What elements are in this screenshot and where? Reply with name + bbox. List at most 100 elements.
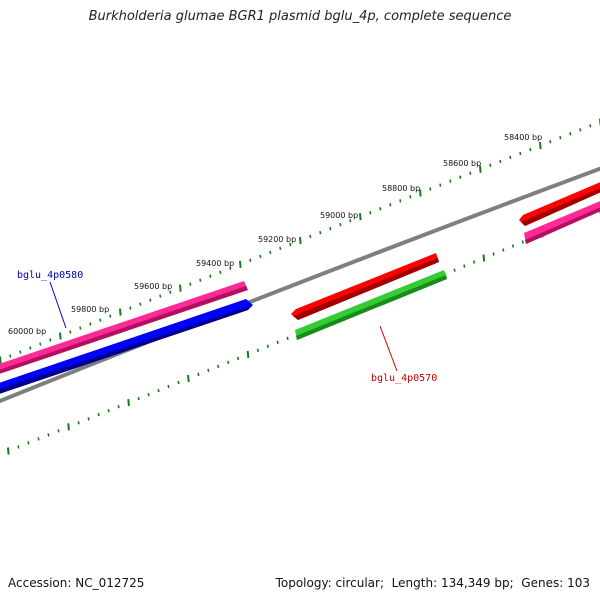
outer-tick-54 [539,142,542,150]
outer-tick-41 [409,195,412,199]
outer-tick-52 [519,151,522,156]
inner-tick-51 [511,244,515,248]
outer-tick-12 [119,308,122,316]
outer-tick-34 [339,222,342,227]
outer-tick-22 [219,270,222,274]
inner-tick-52 [521,240,524,244]
gene-bglu-4p0570-shade [293,258,439,320]
topology-value: circular [335,576,380,590]
scale-label-58800: 58800 bp [382,184,420,193]
feature-bar-magenta-left-shade [0,286,248,374]
outer-tick-13 [129,306,132,310]
inner-tick-19 [197,372,200,377]
outer-tick-47 [469,171,472,175]
outer-tick-1 [9,354,12,358]
outer-tick-32 [319,230,322,235]
outer-tick-10 [99,318,102,322]
inner-tick-48 [482,254,486,262]
scale-label-58400: 58400 bp [504,133,542,142]
accession-label: Accession: [8,576,72,590]
inner-tick-7 [77,421,80,425]
scale-label-58600: 58600 bp [443,159,481,168]
outer-tick-43 [429,187,432,191]
outer-tick-19 [189,282,192,286]
outer-tick-25 [249,258,252,262]
inner-tick-27 [276,340,279,344]
outer-tick-49 [489,163,492,167]
outer-tick-26 [259,254,262,259]
outer-tick-42 [419,189,422,197]
scale-label-59400: 59400 bp [196,259,234,268]
outer-tick-29 [289,242,292,247]
feature-bar-red-right-shade [521,188,600,226]
outer-tick-36 [359,213,362,221]
sequence-summary: Topology: circular; Length: 134,349 bp; … [275,576,590,590]
outer-tick-2 [19,350,22,354]
outer-tick-28 [279,246,282,251]
outer-tick-4 [39,342,42,346]
gene-bglu-4p0580-shade [0,306,250,394]
outer-tick-30 [299,236,302,245]
inner-tick-3 [37,437,40,441]
inner-tick-28 [286,336,289,340]
inner-tick-2 [27,441,30,445]
inner-tick-9 [97,413,100,417]
outer-tick-50 [499,159,502,164]
inner-tick-45 [453,268,456,272]
feature-bar-green-middle-shade [296,275,447,340]
outer-tick-55 [549,140,552,144]
inner-tick-21 [217,364,220,369]
inner-tick-12 [127,399,130,407]
outer-tick-44 [439,183,442,187]
outer-tick-58 [579,128,582,132]
outer-tick-9 [89,322,92,326]
gene-label-bglu-4p0580[interactable]: bglu_4p0580 [17,270,83,281]
outer-tick-17 [169,290,172,294]
inner-tick-22 [227,360,230,365]
accession-info: Accession: NC_012725 [8,576,144,590]
plasmid-backbone [0,166,600,404]
outer-tick-24 [239,260,242,268]
inner-tick-16 [167,384,170,389]
inner-tick-0 [7,447,10,455]
inner-tick-46 [463,264,466,268]
inner-tick-1 [17,445,20,449]
outer-tick-7 [69,330,72,334]
inner-tick-17 [177,380,180,385]
outer-tick-11 [109,314,112,318]
outer-tick-53 [529,147,532,152]
inner-tick-47 [473,260,476,264]
genes-value: 103 [567,576,590,590]
outer-scale-ticks [0,118,600,364]
outer-tick-35 [349,219,352,223]
outer-tick-14 [139,302,142,306]
scale-label-59200: 59200 bp [258,235,296,244]
inner-tick-18 [187,374,190,383]
inner-tick-8 [87,417,90,421]
outer-tick-15 [149,298,152,302]
length-label: Length: [391,576,438,590]
inner-tick-49 [492,252,495,256]
inner-tick-14 [147,392,150,397]
gene-label-bglu-4p0570[interactable]: bglu_4p0570 [371,373,437,384]
inner-tick-13 [137,396,140,401]
outer-tick-8 [79,326,82,330]
scale-label-59800: 59800 bp [71,305,109,314]
scale-label-59600: 59600 bp [134,282,172,291]
inner-tick-4 [47,433,50,437]
outer-tick-27 [269,250,272,255]
inner-tick-24 [246,350,250,358]
outer-tick-45 [449,179,452,183]
outer-tick-37 [369,211,372,215]
outer-tick-5 [49,338,52,342]
outer-tick-0 [0,356,2,364]
inner-tick-10 [107,409,110,413]
outer-tick-21 [209,274,212,278]
outer-tick-39 [389,203,392,207]
feature-bar-magenta-right-shade [525,207,600,244]
inner-tick-20 [207,368,210,373]
inner-tick-5 [57,429,60,433]
gene-label-leader-bglu-4p0570 [379,325,398,372]
